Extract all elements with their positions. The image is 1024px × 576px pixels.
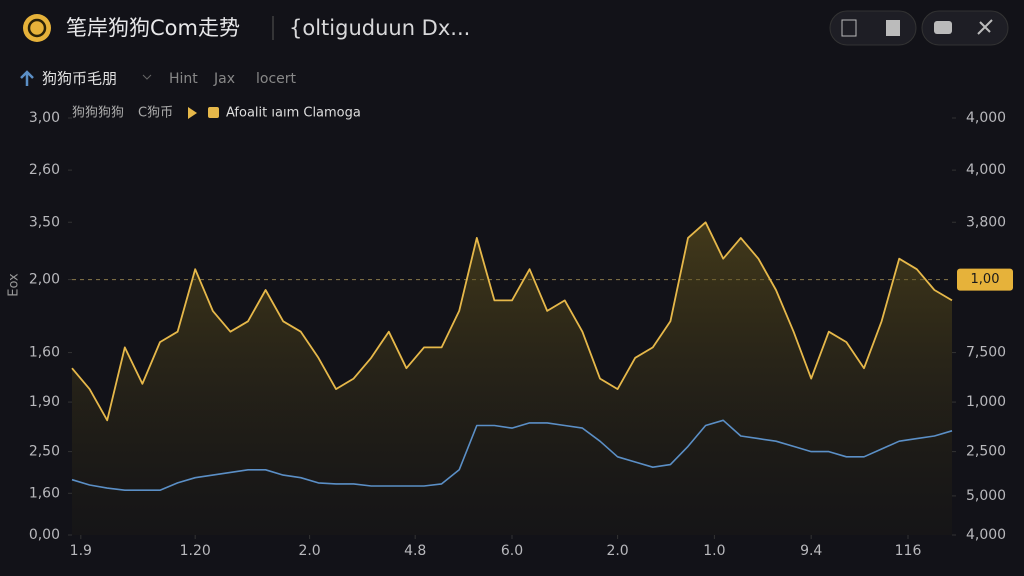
tab[interactable]: Jax	[213, 71, 235, 87]
icon[interactable]	[934, 21, 952, 34]
arrow-icon	[20, 70, 34, 86]
toolbar-group[interactable]	[829, 10, 917, 46]
y-tick-label: 3,00	[29, 110, 60, 126]
y2-tick-label: 1,000	[966, 394, 1006, 410]
logo-inner	[27, 18, 47, 38]
x-tick-label: 2.0	[606, 543, 628, 559]
tab[interactable]: 狗狗币毛朋	[42, 70, 117, 88]
y-tick-label: 0,00	[29, 527, 60, 543]
series-line	[71, 221, 953, 422]
tab[interactable]: Hint	[169, 71, 198, 87]
legend-label: 狗狗狗狗	[72, 106, 124, 121]
y2-tick-label: 3,800	[966, 214, 1006, 230]
y-tick-label: 2,00	[29, 272, 60, 288]
y2-tick-label: 4,000	[966, 110, 1006, 126]
x-tick-label: 2.0	[298, 543, 320, 559]
legend-label: C狗币	[138, 106, 173, 121]
dropdown[interactable]	[142, 74, 152, 80]
y2-tick-label: 4,000	[966, 162, 1006, 178]
legend-marker	[208, 107, 219, 118]
y-tick-label: 2,50	[29, 444, 60, 460]
icon[interactable]	[841, 19, 857, 37]
x-tick-label: 1.0	[703, 543, 725, 559]
y2-tick-label: 4,000	[966, 527, 1006, 543]
logo	[23, 14, 51, 42]
series-line	[71, 419, 953, 491]
toolbar-group[interactable]	[921, 10, 1009, 46]
price-tag	[957, 268, 1013, 291]
legend-marker	[188, 107, 197, 119]
y-axis-label: Eox	[7, 273, 22, 297]
x-tick-label: 9.4	[800, 543, 822, 559]
legend-label: Afoalit ıaım Clamoga	[226, 106, 361, 121]
icon[interactable]	[977, 19, 993, 35]
y2-tick-label: 2,500	[966, 444, 1006, 460]
y-tick-label: 2,60	[29, 162, 60, 178]
tab[interactable]: locert	[256, 71, 297, 87]
icon[interactable]	[886, 20, 900, 36]
y-tick-label: 1,60	[29, 485, 60, 501]
x-tick-label: 4.8	[404, 543, 426, 559]
price-tag-label: 1,00	[971, 272, 1000, 287]
app-subtitle: {oltiguduun Dx...	[289, 16, 470, 40]
x-tick-label: 1.20	[180, 543, 211, 559]
y-tick-label: 3,50	[29, 214, 60, 230]
y2-tick-label: 7,500	[966, 345, 1006, 361]
y-tick-label: 1,90	[29, 394, 60, 410]
y-tick-label: 1,60	[29, 345, 60, 361]
app-title: 笔岸狗狗Com走势	[66, 16, 240, 40]
x-tick-label: 1.9	[70, 543, 92, 559]
area	[72, 222, 952, 536]
y2-tick-label: 5,000	[966, 488, 1006, 504]
x-tick-label: 6.0	[501, 543, 523, 559]
x-tick-label: 116	[895, 543, 922, 559]
